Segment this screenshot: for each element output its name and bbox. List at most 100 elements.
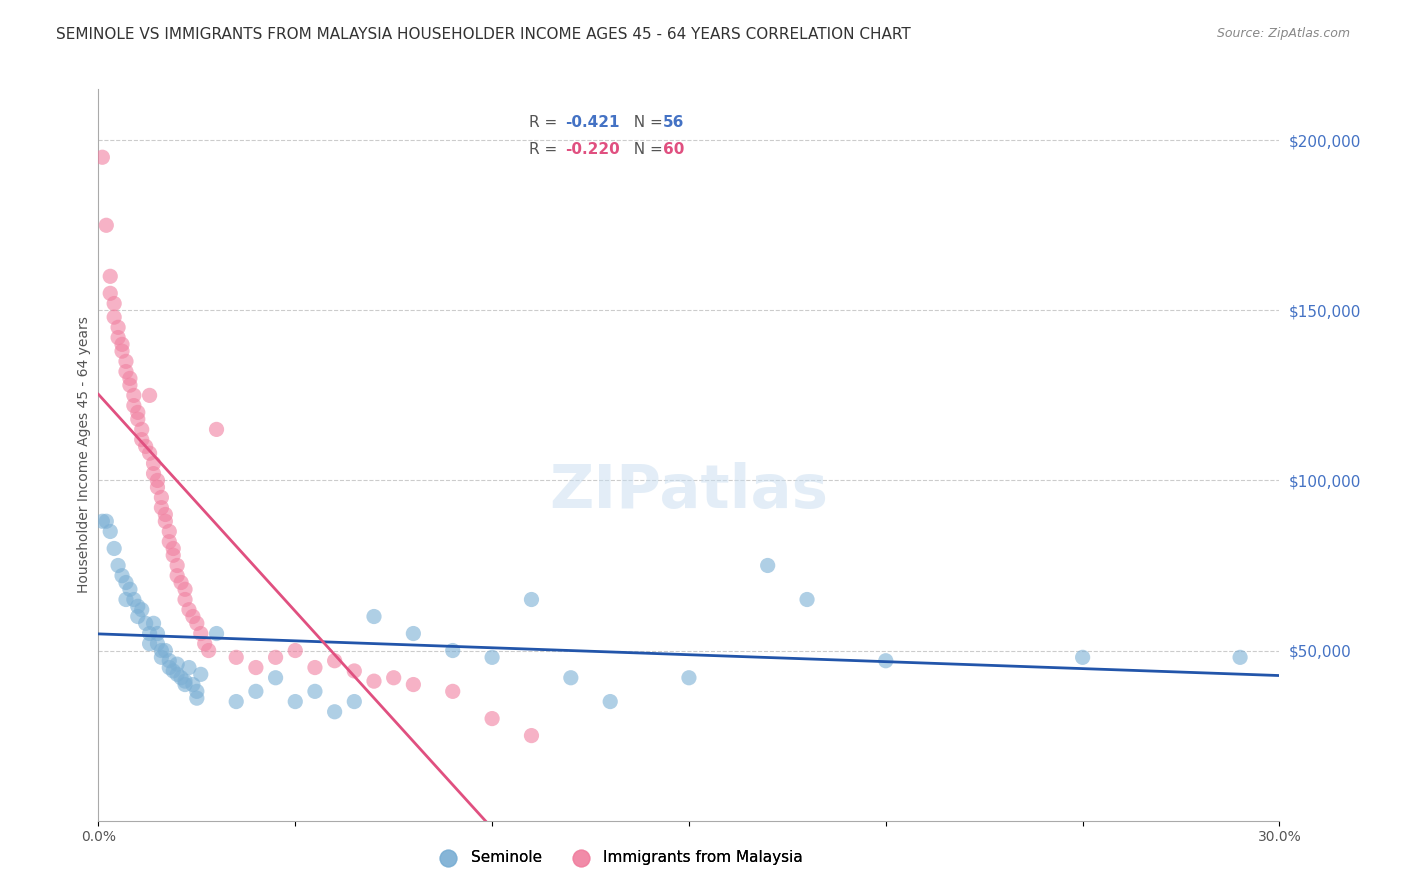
Text: Source: ZipAtlas.com: Source: ZipAtlas.com <box>1216 27 1350 40</box>
Point <box>162 549 184 563</box>
Point <box>756 558 779 573</box>
Point <box>875 654 897 668</box>
Point <box>107 558 129 573</box>
Point <box>150 491 173 505</box>
Point <box>135 439 157 453</box>
Point <box>1229 650 1251 665</box>
Point <box>142 616 165 631</box>
Point <box>157 534 180 549</box>
Point <box>166 657 188 672</box>
Point <box>157 524 180 539</box>
Point <box>481 650 503 665</box>
Point <box>155 643 177 657</box>
Point <box>122 399 145 413</box>
Point <box>245 660 267 674</box>
Point <box>170 671 193 685</box>
Point <box>127 405 149 419</box>
Point <box>520 592 543 607</box>
Point <box>162 541 184 556</box>
Point <box>323 654 346 668</box>
Point <box>225 695 247 709</box>
Point <box>115 592 138 607</box>
Point <box>197 643 219 657</box>
Point <box>91 150 114 164</box>
Text: 56: 56 <box>664 114 685 129</box>
Point <box>194 637 217 651</box>
Point <box>166 558 188 573</box>
Point <box>481 712 503 726</box>
Point <box>174 674 197 689</box>
Point <box>131 603 153 617</box>
Point <box>170 575 193 590</box>
Text: -0.421: -0.421 <box>565 114 620 129</box>
Point <box>103 541 125 556</box>
Point <box>402 677 425 691</box>
Point <box>146 480 169 494</box>
Text: -0.220: -0.220 <box>565 142 620 157</box>
Point <box>225 650 247 665</box>
Point <box>304 684 326 698</box>
Point <box>150 643 173 657</box>
Point <box>122 592 145 607</box>
Point <box>186 684 208 698</box>
Text: N =: N = <box>624 114 668 129</box>
Point <box>186 616 208 631</box>
Point <box>174 592 197 607</box>
Point <box>96 219 118 233</box>
Point <box>323 705 346 719</box>
Text: ZIPatlas: ZIPatlas <box>550 462 828 521</box>
Point <box>150 650 173 665</box>
Point <box>1071 650 1094 665</box>
Point <box>560 671 582 685</box>
Point <box>150 500 173 515</box>
Point <box>205 626 228 640</box>
Point <box>103 296 125 310</box>
Point <box>363 609 385 624</box>
Point <box>98 269 121 284</box>
Point <box>177 603 200 617</box>
Point <box>264 650 287 665</box>
Point <box>264 671 287 685</box>
Point <box>155 508 177 522</box>
Point <box>118 371 141 385</box>
Point <box>157 654 180 668</box>
Point <box>162 664 184 678</box>
Point <box>103 310 125 325</box>
Point <box>138 388 160 402</box>
Point <box>122 388 145 402</box>
Point <box>186 691 208 706</box>
Point <box>131 422 153 436</box>
Point <box>127 412 149 426</box>
Point <box>111 344 134 359</box>
Text: N =: N = <box>624 142 668 157</box>
Point <box>98 524 121 539</box>
Text: SEMINOLE VS IMMIGRANTS FROM MALAYSIA HOUSEHOLDER INCOME AGES 45 - 64 YEARS CORRE: SEMINOLE VS IMMIGRANTS FROM MALAYSIA HOU… <box>56 27 911 42</box>
Point <box>96 514 118 528</box>
Point <box>177 660 200 674</box>
Point <box>98 286 121 301</box>
Point <box>91 514 114 528</box>
Point <box>138 637 160 651</box>
Point <box>181 609 204 624</box>
Point <box>107 330 129 344</box>
Point <box>142 457 165 471</box>
Point <box>174 677 197 691</box>
Point <box>166 568 188 582</box>
Point <box>146 626 169 640</box>
Point <box>441 684 464 698</box>
Point <box>441 643 464 657</box>
Point <box>118 378 141 392</box>
Point <box>131 433 153 447</box>
Point <box>678 671 700 685</box>
Point <box>107 320 129 334</box>
Text: 60: 60 <box>664 142 685 157</box>
Point <box>343 664 366 678</box>
Point <box>138 626 160 640</box>
Point <box>157 660 180 674</box>
Point <box>402 626 425 640</box>
Point <box>155 514 177 528</box>
Point <box>205 422 228 436</box>
Point <box>118 582 141 597</box>
Text: R =: R = <box>530 114 562 129</box>
Point <box>146 637 169 651</box>
